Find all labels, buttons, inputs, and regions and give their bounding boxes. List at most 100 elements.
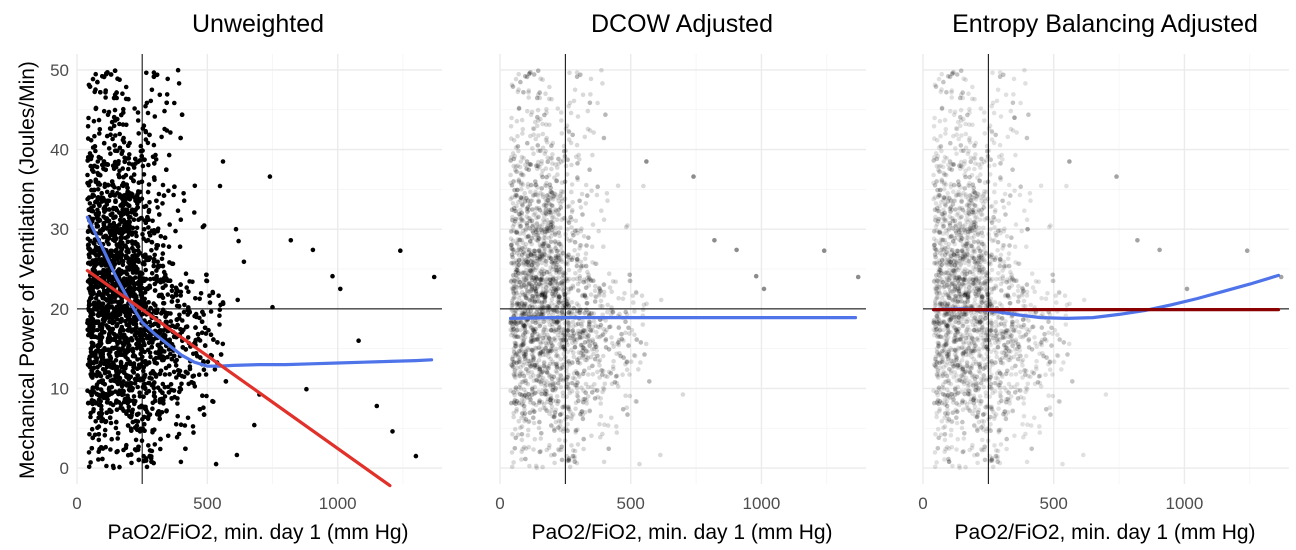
data-point [526, 427, 531, 433]
data-point [566, 137, 572, 142]
data-point [101, 223, 107, 228]
data-point [627, 278, 632, 284]
data-point [543, 382, 549, 388]
data-point [123, 255, 129, 261]
data-point [98, 341, 104, 346]
data-point [89, 320, 94, 325]
data-point [234, 452, 240, 458]
data-point [520, 446, 525, 452]
data-point [597, 286, 602, 292]
data-point [176, 372, 182, 377]
data-point [108, 72, 114, 77]
data-point [113, 133, 118, 138]
data-point [555, 354, 561, 359]
data-point [553, 292, 558, 298]
data-point [518, 425, 523, 431]
data-point [513, 269, 519, 275]
data-point [540, 77, 545, 82]
data-point [124, 361, 130, 367]
data-point [508, 320, 513, 326]
data-point [567, 309, 573, 315]
data-point [110, 463, 116, 469]
data-point [146, 182, 152, 187]
data-point [152, 380, 157, 385]
data-point [569, 225, 574, 230]
data-point [514, 344, 519, 349]
data-point [125, 219, 131, 225]
data-point [590, 324, 595, 330]
data-point [577, 361, 583, 366]
data-point [535, 232, 541, 238]
data-point [521, 90, 526, 95]
data-point [217, 183, 223, 189]
outlier-point [374, 403, 380, 409]
data-point [157, 371, 163, 377]
data-point [619, 336, 625, 342]
data-point [93, 419, 98, 424]
data-point [564, 368, 569, 374]
data-point [541, 327, 547, 332]
data-point [149, 271, 155, 276]
data-point [566, 129, 572, 135]
data-point [114, 207, 120, 213]
data-point [512, 334, 517, 340]
data-point [609, 415, 614, 421]
data-point [129, 380, 134, 386]
data-point [124, 348, 129, 354]
data-point [594, 348, 599, 353]
data-point [512, 372, 517, 378]
data-point [542, 229, 548, 235]
data-point [95, 79, 100, 85]
data-point [140, 163, 146, 169]
data-point [89, 295, 94, 301]
data-point [532, 328, 537, 334]
data-point [530, 319, 535, 325]
data-point [582, 396, 588, 402]
data-point [113, 281, 119, 287]
data-point [129, 336, 134, 341]
data-point [512, 194, 518, 200]
data-point [598, 298, 604, 304]
data-point [610, 340, 615, 346]
data-point [544, 364, 550, 370]
data-point [115, 148, 120, 154]
data-point [539, 290, 544, 296]
data-point [593, 323, 599, 329]
data-point [514, 407, 519, 412]
data-point [558, 298, 564, 304]
data-point [121, 135, 126, 141]
data-point [521, 342, 526, 348]
data-point [136, 444, 141, 450]
data-point [558, 110, 564, 115]
data-point [571, 98, 577, 104]
data-point [92, 133, 97, 139]
data-point [113, 214, 118, 219]
data-point [140, 261, 146, 267]
data-point [533, 136, 538, 142]
data-point [134, 412, 140, 417]
data-point [614, 430, 620, 435]
data-point [513, 435, 518, 441]
data-point [146, 257, 152, 263]
data-point [153, 157, 159, 162]
data-point [534, 233, 539, 238]
data-point [145, 189, 151, 195]
data-point [512, 393, 517, 398]
data-point [548, 239, 554, 245]
data-point [514, 285, 519, 290]
data-point [213, 461, 219, 467]
data-point [138, 327, 143, 332]
data-point [169, 396, 174, 401]
data-point [574, 257, 580, 262]
data-point [594, 192, 600, 198]
data-point [569, 257, 575, 263]
data-point [632, 332, 637, 338]
data-point [90, 307, 96, 313]
data-point [566, 321, 571, 326]
data-point [104, 323, 109, 328]
data-point [141, 172, 147, 177]
data-point [149, 248, 154, 253]
data-point [580, 345, 586, 350]
linear-fit-line [85, 269, 392, 488]
data-point [185, 415, 191, 421]
